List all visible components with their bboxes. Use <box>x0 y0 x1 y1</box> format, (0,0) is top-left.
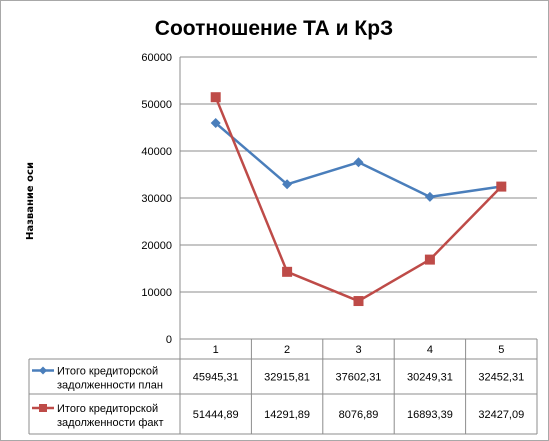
legend-key-marker <box>39 404 47 412</box>
series-layer <box>210 92 507 307</box>
y-tick-label: 60000 <box>141 52 172 64</box>
table-value-cell: 8076,89 <box>339 409 379 421</box>
series-line <box>214 96 503 303</box>
y-tick-label: 0 <box>166 334 172 346</box>
data-point <box>282 179 293 190</box>
data-point <box>353 157 364 168</box>
y-axis-label: Название оси <box>25 162 36 240</box>
y-tick-label: 10000 <box>141 287 172 299</box>
legend-label-line1: Итого кредиторской <box>57 403 158 415</box>
table-value-cell: 14291,89 <box>264 409 310 421</box>
table-value-cell: 16893,39 <box>407 409 453 421</box>
gridlines: 0 10000 20000 30000 40000 50000 60000 <box>141 52 537 346</box>
table-value-cell: 30249,31 <box>407 372 453 384</box>
legend-key-marker <box>39 366 47 375</box>
x-tick-label: 3 <box>355 344 361 356</box>
data-table: Итого кредиторской задолженности план 4594… <box>28 338 537 435</box>
y-tick-label: 30000 <box>141 193 172 205</box>
data-point <box>353 296 364 307</box>
data-point <box>282 266 293 277</box>
data-point <box>210 118 221 129</box>
data-point <box>496 181 507 192</box>
x-tick-label: 1 <box>213 344 219 356</box>
legend-label-line1: Итого кредиторской <box>57 366 158 378</box>
legend-label-line2: задолженности план <box>57 380 163 392</box>
table-value-cell: 32915,81 <box>264 372 310 384</box>
y-tick-label: 50000 <box>141 99 172 111</box>
table-value-cell: 37602,31 <box>336 372 382 384</box>
table-value-cell: 45945,31 <box>193 372 239 384</box>
y-tick-label: 20000 <box>141 240 172 252</box>
data-point <box>424 254 435 265</box>
legend-label-line2: задолженности факт <box>57 417 164 429</box>
table-value-cell: 51444,89 <box>193 409 239 421</box>
x-tick-label: 2 <box>284 344 290 356</box>
x-tick-label: 4 <box>427 344 433 356</box>
table-value-cell: 32427,09 <box>478 409 524 421</box>
x-tick-label: 5 <box>498 344 504 356</box>
axes: 1 2 3 4 5 <box>179 57 538 434</box>
table-value-cell: 32452,31 <box>478 372 524 384</box>
chart-title: Соотношение ТА и КрЗ <box>155 17 393 40</box>
y-tick-label: 40000 <box>141 146 172 158</box>
data-point <box>424 191 435 202</box>
data-point <box>210 92 221 103</box>
